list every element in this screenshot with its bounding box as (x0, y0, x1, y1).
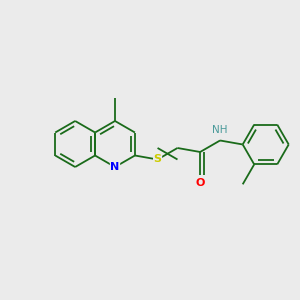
Text: S: S (154, 154, 162, 164)
Text: O: O (196, 178, 205, 188)
Text: N: N (110, 162, 120, 172)
Text: NH: NH (212, 125, 228, 136)
